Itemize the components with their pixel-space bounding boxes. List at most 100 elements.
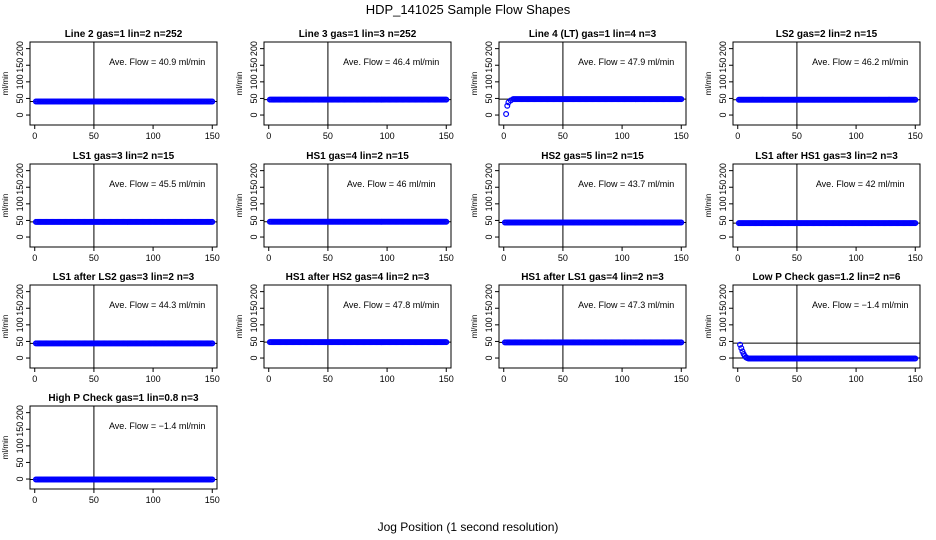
y-tick-label: 50 bbox=[718, 336, 728, 346]
x-tick-label: 150 bbox=[205, 131, 220, 141]
y-tick-label: 0 bbox=[484, 356, 494, 361]
panel-11: HS1 after LS1 gas=4 lin=2 n=30 50 100 15005… bbox=[470, 272, 689, 384]
y-tick-label: 200 bbox=[249, 163, 259, 178]
x-tick-label: 150 bbox=[205, 374, 220, 384]
panel-title: LS2 gas=2 lin=2 n=15 bbox=[776, 29, 878, 40]
panel-9: LS1 after LS2 gas=3 lin=2 n=30 50 100 15005… bbox=[1, 272, 220, 384]
x-tick-label: 50 bbox=[89, 374, 99, 384]
y-tick-label: 0 bbox=[15, 477, 25, 482]
x-tick-label: 0 bbox=[735, 253, 740, 263]
y-tick-label: 150 bbox=[249, 180, 259, 195]
x-tick-label: 150 bbox=[674, 374, 689, 384]
y-tick-label: 50 bbox=[249, 215, 259, 225]
x-tick-label: 150 bbox=[908, 374, 923, 384]
panel-10: HS1 after HS2 gas=4 lin=2 n=30 50 100 15005… bbox=[235, 272, 454, 384]
y-axis-label: ml/min bbox=[470, 315, 479, 339]
average-flow-annotation: Ave. Flow = −1.4 ml/min bbox=[812, 300, 908, 310]
average-flow-annotation: Ave. Flow = 46 ml/min bbox=[347, 179, 436, 189]
plot-box bbox=[498, 284, 687, 369]
data-point bbox=[678, 339, 685, 346]
x-tick-label: 150 bbox=[205, 495, 220, 505]
plot-box bbox=[732, 163, 921, 248]
plot-box bbox=[29, 163, 218, 248]
y-axis-label: ml/min bbox=[235, 315, 244, 339]
data-point bbox=[912, 220, 919, 227]
x-tick-label: 100 bbox=[380, 131, 395, 141]
y-tick-label: 200 bbox=[718, 163, 728, 178]
data-points bbox=[32, 218, 216, 225]
y-tick-label: 150 bbox=[718, 301, 728, 316]
x-tick-label: 50 bbox=[558, 253, 568, 263]
y-tick-label: 100 bbox=[249, 196, 259, 211]
x-tick-label: 150 bbox=[674, 253, 689, 263]
x-tick-label: 50 bbox=[558, 374, 568, 384]
x-tick-label: 50 bbox=[89, 253, 99, 263]
x-tick-label: 50 bbox=[89, 495, 99, 505]
x-tick-label: 150 bbox=[908, 131, 923, 141]
x-tick-label: 0 bbox=[266, 374, 271, 384]
plot-box bbox=[732, 284, 921, 369]
average-flow-annotation: Ave. Flow = 47.8 ml/min bbox=[343, 300, 439, 310]
y-tick-label: 150 bbox=[15, 180, 25, 195]
panel-7: HS2 gas=5 lin=2 n=150 50 100 15005010015020… bbox=[470, 151, 689, 263]
y-tick-label: 100 bbox=[15, 196, 25, 211]
x-tick-label: 50 bbox=[323, 374, 333, 384]
x-tick-label: 0 bbox=[501, 131, 506, 141]
x-tick-label: 0 bbox=[266, 253, 271, 263]
y-tick-label: 0 bbox=[249, 356, 259, 361]
y-axis-label: ml/min bbox=[470, 194, 479, 218]
plot-box bbox=[263, 163, 452, 248]
panel-title: Line 2 gas=1 lin=2 n=252 bbox=[65, 29, 183, 40]
average-flow-annotation: Ave. Flow = 45.5 ml/min bbox=[109, 179, 205, 189]
x-tick-label: 100 bbox=[615, 131, 630, 141]
y-tick-label: 150 bbox=[484, 301, 494, 316]
data-points bbox=[503, 96, 685, 118]
data-points bbox=[501, 339, 685, 346]
data-points bbox=[32, 476, 216, 483]
data-point bbox=[678, 219, 685, 226]
data-point bbox=[503, 111, 510, 118]
data-point bbox=[443, 339, 450, 346]
panel-6: HS1 gas=4 lin=2 n=150 50 100 15005010015020… bbox=[235, 151, 454, 263]
panel-5: LS1 gas=3 lin=2 n=150 50 100 15005010015020… bbox=[1, 151, 220, 263]
y-axis-label: ml/min bbox=[235, 194, 244, 218]
panel-title: High P Check gas=1 lin=0.8 n=3 bbox=[48, 393, 199, 404]
data-point bbox=[912, 96, 919, 103]
y-tick-label: 100 bbox=[249, 317, 259, 332]
data-points bbox=[501, 219, 685, 226]
average-flow-annotation: Ave. Flow = −1.4 ml/min bbox=[109, 421, 205, 431]
average-flow-annotation: Ave. Flow = 42 ml/min bbox=[816, 179, 905, 189]
data-point bbox=[504, 102, 511, 109]
x-tick-label: 100 bbox=[849, 253, 864, 263]
average-flow-annotation: Ave. Flow = 46.2 ml/min bbox=[812, 57, 908, 67]
panel-title: HS1 after HS2 gas=4 lin=2 n=3 bbox=[286, 272, 430, 283]
data-points bbox=[266, 96, 450, 103]
data-point bbox=[443, 218, 450, 225]
plot-box bbox=[29, 41, 218, 126]
y-tick-label: 0 bbox=[15, 113, 25, 118]
y-tick-label: 50 bbox=[15, 457, 25, 467]
panel-title: LS1 after HS1 gas=3 lin=2 n=3 bbox=[755, 151, 898, 162]
average-flow-annotation: Ave. Flow = 40.9 ml/min bbox=[109, 57, 205, 67]
data-point bbox=[209, 98, 216, 105]
average-flow-annotation: Ave. Flow = 43.7 ml/min bbox=[578, 179, 674, 189]
y-tick-label: 150 bbox=[249, 58, 259, 73]
x-tick-label: 150 bbox=[439, 374, 454, 384]
x-tick-label: 0 bbox=[32, 131, 37, 141]
panel-title: LS1 after LS2 gas=3 lin=2 n=3 bbox=[53, 272, 195, 283]
y-axis-label: ml/min bbox=[704, 315, 713, 339]
y-tick-label: 0 bbox=[718, 356, 728, 361]
y-tick-label: 100 bbox=[718, 74, 728, 89]
x-tick-label: 150 bbox=[908, 253, 923, 263]
y-tick-label: 100 bbox=[484, 74, 494, 89]
data-point bbox=[209, 218, 216, 225]
y-tick-label: 200 bbox=[15, 284, 25, 299]
y-axis-label: ml/min bbox=[235, 72, 244, 96]
x-tick-label: 50 bbox=[792, 253, 802, 263]
y-tick-label: 50 bbox=[484, 93, 494, 103]
y-tick-label: 0 bbox=[718, 235, 728, 240]
y-tick-label: 0 bbox=[15, 356, 25, 361]
plot-box bbox=[263, 284, 452, 369]
